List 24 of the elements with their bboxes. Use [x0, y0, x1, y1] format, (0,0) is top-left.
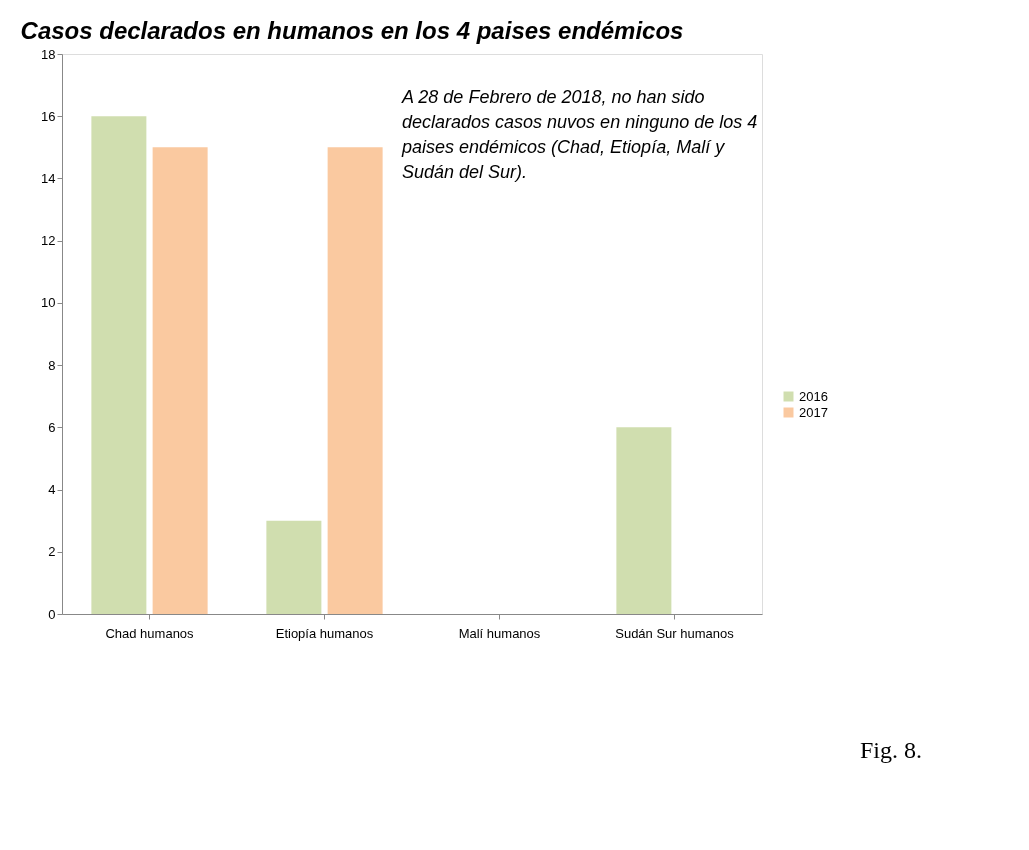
caption: Fig. 8. — [859, 737, 922, 763]
x-tick-label: Chad humanos — [105, 625, 195, 641]
bar — [327, 147, 383, 614]
y-tick-label: 16 — [41, 108, 56, 124]
y-tick-label: 12 — [41, 233, 56, 249]
y-tick-label: 2 — [48, 544, 56, 560]
bar — [266, 520, 322, 614]
y-tick-label: 4 — [48, 482, 56, 498]
annotation: A 28 de Febrero de 2018, no han sido declarados casos nuvos en ninguno de los 4 paises endémicos (Chad, Etiopía, Malí y Sudán del Sur). — [401, 87, 758, 182]
chart-title: Casos declarados en humanos en los 4 paises endémicos — [20, 17, 684, 44]
y-tick-label: 18 — [41, 46, 56, 62]
x-tick-label: Sudán Sur humanos — [615, 625, 735, 641]
bar — [91, 116, 147, 614]
bar — [152, 147, 208, 614]
y-tick-label: 6 — [48, 419, 56, 435]
legend-label: 2017 — [799, 404, 828, 420]
bar — [616, 427, 672, 614]
x-tick-label: Etiopía humanos — [275, 625, 374, 641]
y-tick-label: 10 — [41, 295, 56, 311]
y-tick-label: 0 — [48, 606, 56, 622]
y-tick-label: 8 — [48, 357, 56, 373]
x-tick-label: Malí humanos — [458, 625, 541, 641]
legend-label: 2016 — [799, 388, 828, 404]
y-tick-label: 14 — [41, 170, 56, 186]
